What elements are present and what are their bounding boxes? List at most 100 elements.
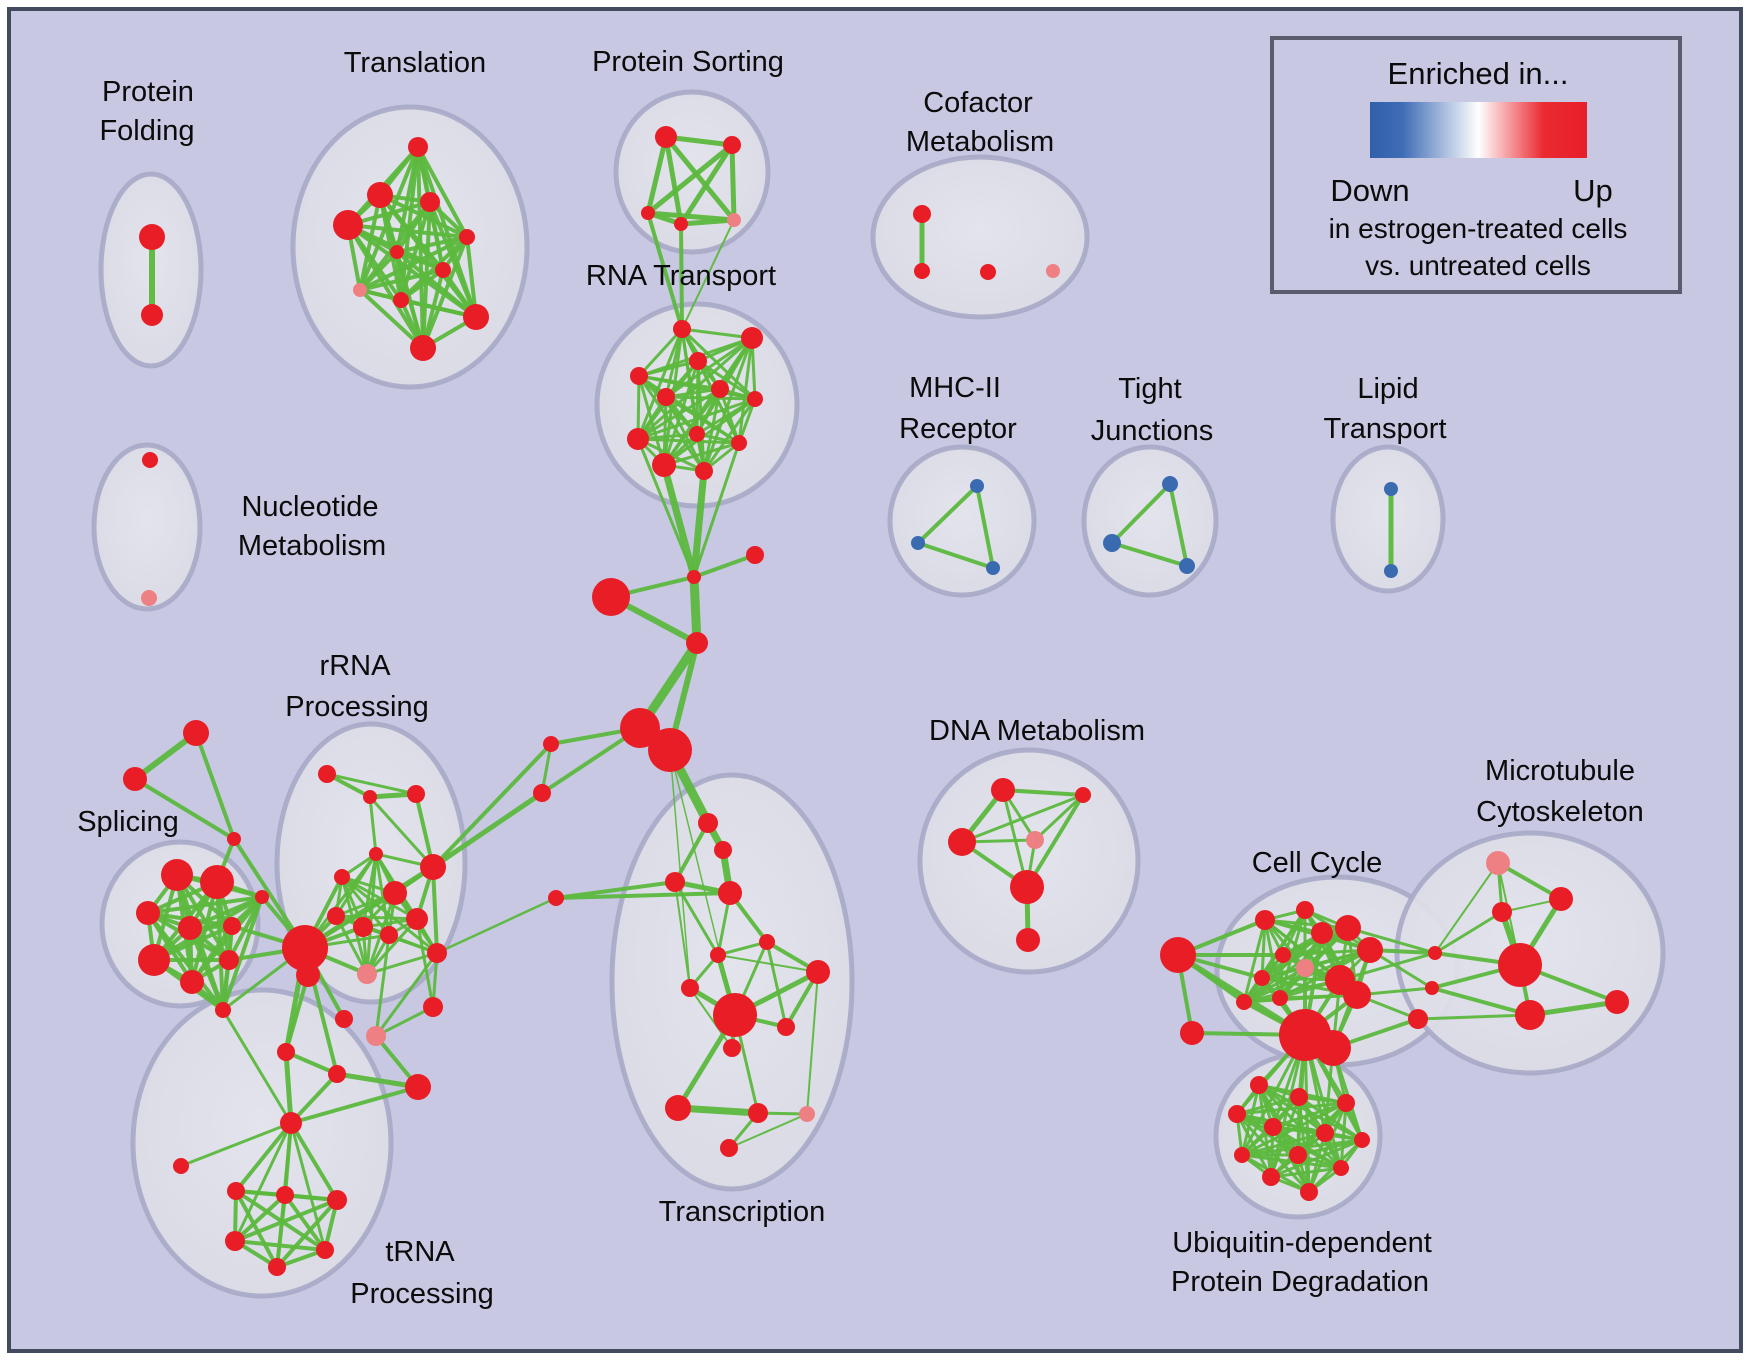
network-edge-tl6-tl8 — [358, 250, 399, 292]
network-edge-c9-tr0 — [673, 880, 720, 957]
network-edge-cc3-mj1 — [1346, 926, 1437, 955]
network-edge-tl1-tl5 — [416, 145, 469, 239]
network-edge-rt10-rt11 — [662, 441, 741, 467]
network-edge-cc3-cc8 — [1242, 926, 1350, 1004]
legend-down-label: Down — [1330, 173, 1409, 208]
network-edge-tn5-tn10 — [234, 1189, 279, 1269]
network-edge-sp3-sp6 — [146, 895, 264, 915]
network-node-nm0 — [142, 452, 158, 468]
network-edge-mj1-mt2 — [1433, 910, 1504, 955]
network-node-tr6 — [723, 1039, 741, 1057]
network-node-pf1 — [139, 224, 165, 250]
network-node-ub9 — [1333, 1160, 1349, 1176]
cluster-label-microtubule-cytoskeleton-line2: Cytoskeleton — [1476, 796, 1644, 828]
cluster-label-protein-folding-line2: Folding — [99, 115, 194, 147]
cluster-label-protein-folding-line1: Protein — [102, 76, 194, 108]
network-edge-mj2-mt3 — [1430, 986, 1532, 1017]
network-node-sp2 — [200, 865, 234, 899]
network-node-rt1 — [673, 320, 691, 338]
network-node-m2 — [986, 561, 1000, 575]
network-edge-ub5-ub11 — [1307, 1131, 1327, 1194]
network-node-r8 — [353, 917, 373, 937]
network-edge-rt3-rt7 — [696, 359, 757, 401]
network-edge-tn7-tn10 — [275, 1198, 339, 1269]
cluster-ellipse-dna-metabolism — [917, 747, 1141, 975]
network-node-c8 — [714, 841, 732, 859]
network-edge-r11-r12 — [365, 951, 439, 976]
network-node-c4 — [686, 632, 708, 654]
network-node-sp3 — [136, 901, 160, 925]
network-node-tn6 — [276, 1186, 294, 1204]
network-edge-ub6-ub10 — [1269, 1138, 1364, 1179]
network-node-m1 — [911, 536, 925, 550]
network-edge-c9-tr2 — [674, 881, 691, 989]
network-edge-rt1-rt7 — [680, 327, 757, 401]
network-edge-rt7-rt11 — [662, 397, 757, 467]
cluster-label-lipid-transport-line1: Lipid — [1357, 373, 1418, 405]
network-node-ps4 — [674, 217, 688, 231]
cluster-ellipse-cofactor-metabolism — [870, 154, 1090, 320]
network-node-d4 — [1010, 870, 1044, 904]
network-edge-rt7-rt9 — [636, 397, 757, 441]
network-node-sp6 — [255, 890, 269, 904]
network-edge-r3-r9 — [374, 852, 391, 937]
cluster-label-nucleotide-metabolism-line1: Nucleotide — [241, 491, 378, 523]
network-edge-r7-r11 — [334, 914, 369, 976]
network-node-lt1 — [1384, 564, 1398, 578]
network-edge-tl4-tl7 — [428, 200, 445, 272]
network-node-rt12 — [695, 462, 713, 480]
cluster-label-rrna-processing-line1: rRNA — [320, 650, 392, 682]
network-node-c10 — [718, 881, 742, 905]
network-node-tj2 — [1179, 558, 1195, 574]
network-edge-r1-r3 — [368, 795, 378, 856]
network-edge-px1-r13 — [374, 1005, 435, 1038]
network-node-r9 — [380, 926, 398, 944]
network-node-tn9 — [316, 1241, 334, 1259]
network-node-cf1 — [914, 263, 930, 279]
legend-box — [1270, 36, 1682, 294]
network-edge-cchub-ub11 — [1303, 1033, 1311, 1194]
network-edge-rt3-rt4 — [637, 359, 700, 378]
network-edge-tn0-tnhub — [283, 1049, 294, 1126]
network-edge-mj3-mt3 — [1416, 1013, 1532, 1021]
cluster-ellipse-lipid-transport — [1330, 444, 1446, 594]
network-edge-ub5-ub7 — [1240, 1131, 1327, 1157]
network-edge-cc5-cc8 — [1242, 966, 1307, 1004]
network-edge-r4-r12 — [340, 875, 439, 955]
network-edge-rt2-rt12 — [702, 336, 754, 473]
network-edge-sp6-sp8 — [190, 895, 264, 984]
network-edge-rt5-rt6 — [664, 387, 722, 399]
network-node-c7 — [698, 813, 718, 833]
network-edge-tj1-tj2 — [1110, 541, 1189, 568]
network-node-ub3 — [1228, 1105, 1246, 1123]
cluster-label-mhc-ii-receptor-line2: Receptor — [899, 413, 1017, 445]
network-node-hub2 — [648, 728, 692, 772]
network-edge-hub2-tr2 — [669, 749, 691, 989]
network-node-lt0 — [1384, 482, 1398, 496]
network-node-tl2 — [333, 210, 363, 240]
network-node-rt5 — [711, 380, 729, 398]
cluster-label-lipid-transport-line2: Transport — [1323, 413, 1446, 445]
network-node-ps1 — [655, 126, 677, 148]
network-node-c9 — [665, 872, 685, 892]
network-edge-tl7-tl9 — [399, 268, 445, 302]
network-node-d0 — [991, 778, 1015, 802]
cluster-label-cell-cycle: Cell Cycle — [1252, 847, 1383, 879]
network-edge-ps2-ps4 — [678, 142, 735, 227]
network-edge-r0-r2 — [325, 772, 418, 796]
network-node-cf3 — [1046, 264, 1060, 278]
network-node-d5 — [1016, 928, 1040, 952]
network-node-mt0 — [1486, 851, 1510, 875]
network-node-tr7 — [665, 1095, 691, 1121]
network-edge-tl5-tl6 — [395, 235, 469, 254]
network-edge-ps1-ps2 — [663, 134, 735, 148]
network-edge-rt1-rt9 — [636, 327, 684, 441]
network-edge-tl8-tl11 — [358, 288, 425, 350]
cluster-ellipse-mhc-ii-receptor — [887, 444, 1037, 598]
legend: Enriched in... Down Up in estrogen-treat… — [1270, 36, 1682, 294]
network-node-sp4 — [178, 916, 202, 940]
network-node-rt2 — [741, 327, 763, 349]
network-edge-c10-c11 — [554, 891, 732, 900]
network-edge-rt9-rt12 — [636, 437, 706, 473]
